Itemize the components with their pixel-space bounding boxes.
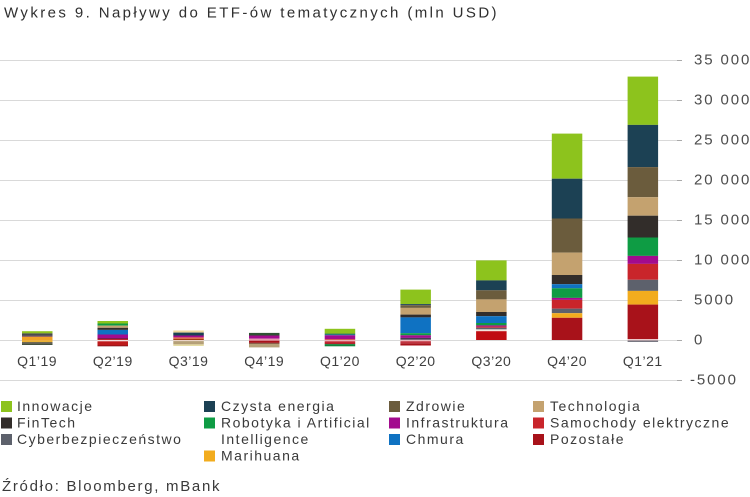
svg-text:10 000: 10 000 [694, 252, 750, 269]
svg-text:5000: 5000 [694, 292, 735, 309]
svg-text:Marihuana: Marihuana [221, 448, 301, 464]
svg-text:Zdrowie: Zdrowie [406, 398, 466, 414]
svg-text:35 000: 35 000 [694, 52, 750, 69]
svg-text:15 000: 15 000 [694, 212, 750, 229]
svg-text:Technologia: Technologia [550, 398, 641, 414]
svg-text:30 000: 30 000 [694, 92, 750, 109]
svg-text:Q1’20: Q1’20 [320, 353, 360, 369]
svg-text:Wykres 9. Napływy do ETF-ów te: Wykres 9. Napływy do ETF-ów tematycznych… [4, 5, 499, 22]
svg-text:20 000: 20 000 [694, 172, 750, 189]
svg-text:Q4’20: Q4’20 [547, 353, 587, 369]
svg-text:Samochody elektryczne: Samochody elektryczne [550, 415, 730, 431]
svg-text:Q2’19: Q2’19 [93, 353, 133, 369]
svg-text:Chmura: Chmura [406, 431, 465, 447]
svg-text:FinTech: FinTech [17, 415, 77, 431]
svg-text:Intelligence: Intelligence [221, 431, 310, 447]
svg-text:0: 0 [694, 332, 704, 349]
svg-text:25 000: 25 000 [694, 132, 750, 149]
svg-text:Q3’19: Q3’19 [169, 353, 209, 369]
svg-text:Q1’19: Q1’19 [17, 353, 57, 369]
svg-text:Q3’20: Q3’20 [471, 353, 511, 369]
svg-text:Q4’19: Q4’19 [244, 353, 284, 369]
svg-text:Q1’21: Q1’21 [623, 353, 663, 369]
svg-text:Innowacje: Innowacje [17, 398, 94, 414]
svg-text:Infrastruktura: Infrastruktura [406, 415, 509, 431]
svg-text:Czysta energia: Czysta energia [221, 398, 335, 414]
svg-text:Robotyka i Artificial: Robotyka i Artificial [221, 415, 371, 431]
svg-text:Q2’20: Q2’20 [396, 353, 436, 369]
svg-text:Źródło: Bloomberg, mBank: Źródło: Bloomberg, mBank [2, 478, 221, 495]
svg-text:-5000: -5000 [690, 372, 738, 389]
svg-text:Pozostałe: Pozostałe [550, 431, 625, 447]
svg-text:Cyberbezpieczeństwo: Cyberbezpieczeństwo [17, 431, 182, 447]
